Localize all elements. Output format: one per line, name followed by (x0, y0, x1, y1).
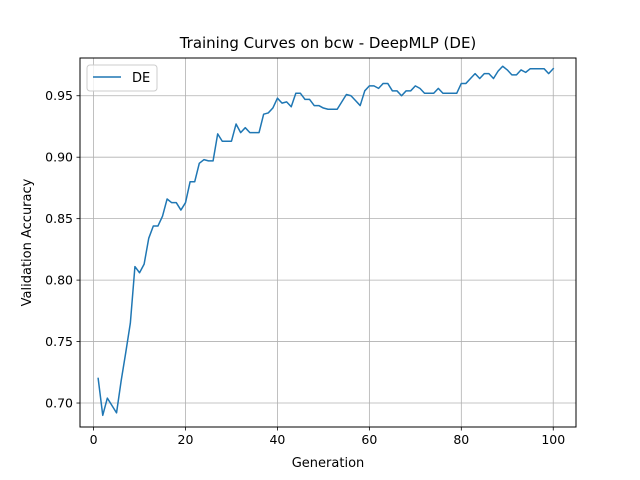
x-tick-label: 100 (541, 432, 565, 447)
series-line-de (97, 65, 555, 417)
legend: DE (86, 64, 158, 92)
y-tick-label: 0.80 (45, 273, 73, 288)
y-tick-label: 0.70 (45, 396, 73, 411)
legend-box (86, 64, 158, 92)
y-tick-label: 0.90 (45, 150, 73, 165)
y-axis-label: Validation Accuracy (20, 178, 35, 306)
x-tick-label: 40 (269, 432, 285, 447)
plot-frame (79, 57, 577, 428)
legend-label-de: DE (132, 71, 150, 86)
y-tick-label: 0.85 (45, 211, 73, 226)
y-tick-label: 0.75 (45, 334, 73, 349)
chart-title: Training Curves on bcw - DeepMLP (DE) (179, 34, 477, 52)
x-axis-label: Generation (292, 456, 365, 471)
axis-ticks: 0 20 40 60 80 100 0.70 0.75 0.80 0.85 0.90 0.95 (45, 88, 565, 447)
plot-lines (97, 65, 555, 417)
x-tick-label: 0 (90, 432, 98, 447)
y-tick-label: 0.95 (45, 88, 73, 103)
x-tick-label: 60 (361, 432, 377, 447)
x-tick-label: 20 (178, 432, 194, 447)
x-tick-label: 80 (453, 432, 469, 447)
grid (80, 58, 576, 427)
